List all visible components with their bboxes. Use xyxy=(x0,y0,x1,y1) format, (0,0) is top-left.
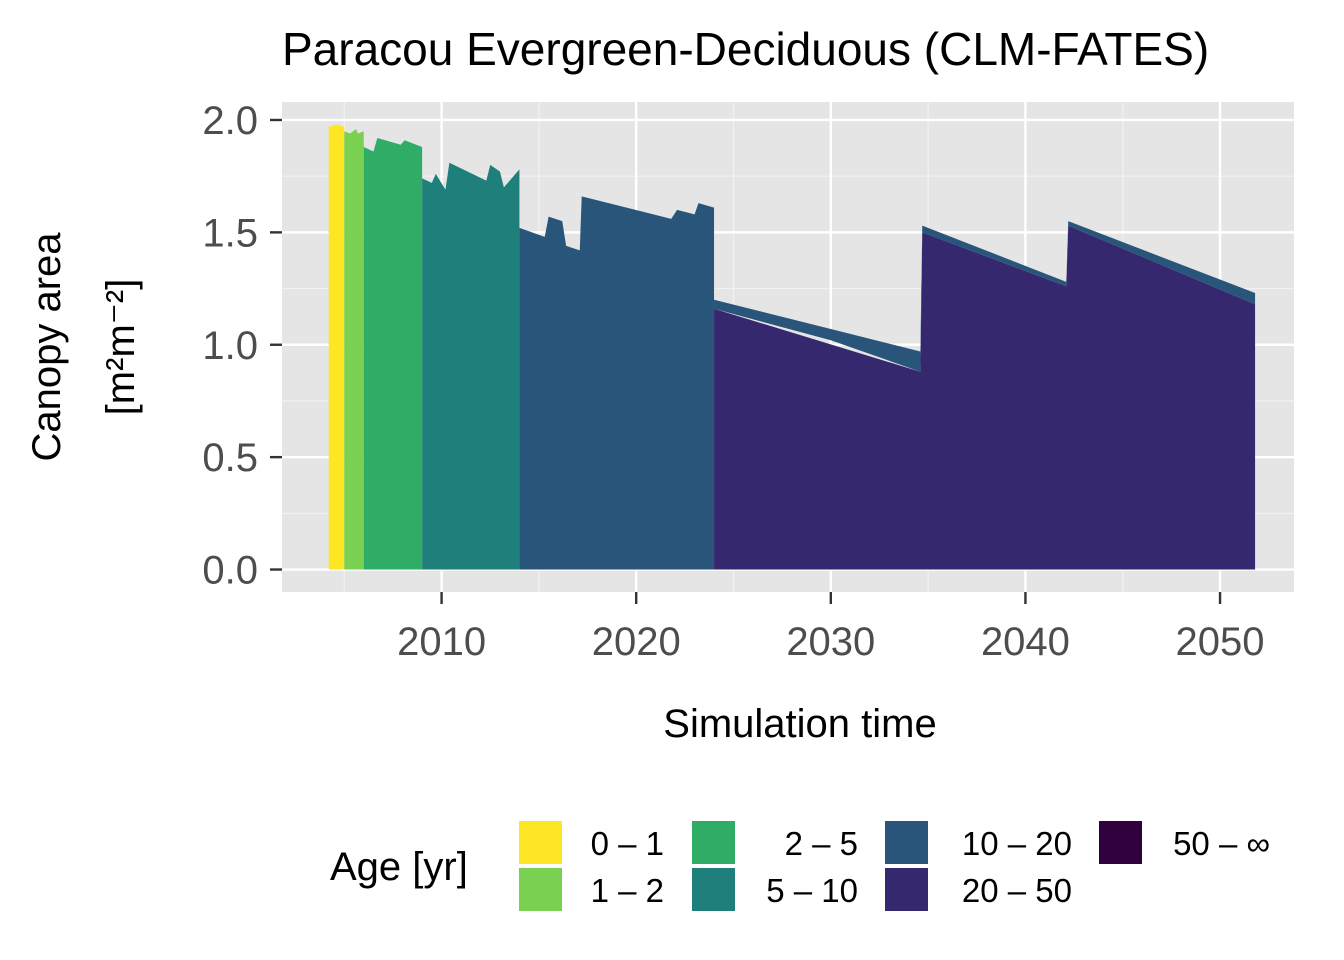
x-tick-label: 2040 xyxy=(981,620,1070,664)
legend-label: 0 – 1 xyxy=(591,825,664,862)
x-tick-label: 2030 xyxy=(786,620,875,664)
area-band-20-50 xyxy=(714,225,1256,570)
area-band-0-1 xyxy=(328,124,345,570)
area-band-10-20-thin-layer xyxy=(714,221,1256,372)
legend-key xyxy=(517,819,564,866)
y-axis-title-line1: Canopy area xyxy=(25,232,69,462)
legend-label: 2 – 5 xyxy=(785,825,858,862)
y-axis: 0.0 0.5 1.0 1.5 2.0 xyxy=(202,99,282,593)
legend-label: 1 – 2 xyxy=(591,872,664,909)
x-tick-label: 2020 xyxy=(592,620,681,664)
legend-label: 5 – 10 xyxy=(766,872,858,909)
legend-key xyxy=(1097,819,1144,866)
age-class-areas xyxy=(328,124,1256,570)
area-band-2-5 xyxy=(363,137,423,570)
legend-label: 10 – 20 xyxy=(962,825,1072,862)
area-band-1-2 xyxy=(344,128,364,570)
area-band-5-10 xyxy=(422,162,520,570)
y-tick-label: 0.5 xyxy=(202,436,258,480)
y-tick-label: 1.0 xyxy=(202,324,258,368)
x-axis: 2010 2020 2030 2040 2050 xyxy=(397,592,1265,664)
legend: Age [yr] 0 – 1 1 – 2 2 – 5 5 – 10 10 – 20 20 … xyxy=(330,819,1270,913)
legend-key xyxy=(883,819,930,866)
y-tick-label: 0.0 xyxy=(202,549,258,593)
legend-label: 50 – ∞ xyxy=(1173,825,1270,862)
x-axis-title: Simulation time xyxy=(663,702,936,746)
legend-key xyxy=(690,819,737,866)
legend-key xyxy=(517,866,564,913)
area-band-10-20 xyxy=(519,196,715,570)
y-axis-title: Canopy area [m²m⁻²] xyxy=(25,232,143,462)
legend-key xyxy=(883,866,930,913)
legend-title: Age [yr] xyxy=(330,845,468,889)
y-tick-label: 1.5 xyxy=(202,211,258,255)
y-axis-title-line2: [m²m⁻²] xyxy=(99,279,143,416)
legend-label: 20 – 50 xyxy=(962,872,1072,909)
x-tick-label: 2050 xyxy=(1176,620,1265,664)
legend-key xyxy=(690,866,737,913)
chart-title: Paracou Evergreen-Deciduous (CLM-FATES) xyxy=(282,23,1209,75)
x-tick-label: 2010 xyxy=(397,620,486,664)
y-tick-label: 2.0 xyxy=(202,99,258,143)
